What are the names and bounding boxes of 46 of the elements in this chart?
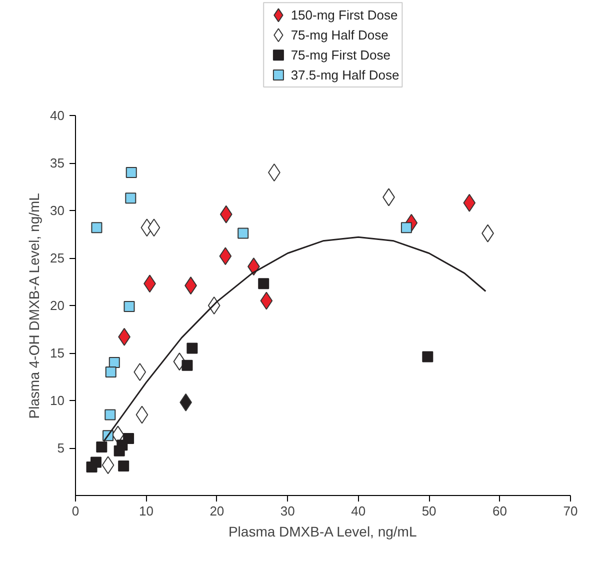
point	[422, 351, 434, 362]
y-tick-label: 25	[50, 250, 65, 266]
point	[260, 292, 273, 310]
x-tick-label: 20	[210, 504, 224, 518]
point	[126, 167, 137, 178]
point	[86, 462, 98, 472]
point	[182, 360, 193, 371]
y-tick-label: 10	[50, 393, 65, 408]
point	[220, 205, 232, 224]
y-tick-label: 40	[50, 108, 65, 123]
x-tick-label: 10	[138, 504, 154, 518]
x-tick-label: 50	[422, 504, 436, 518]
point	[258, 278, 270, 290]
point	[124, 300, 135, 312]
x-tick-label: 60	[492, 504, 508, 518]
legend-label: 37.5-mg Half Dose	[290, 68, 400, 83]
point	[104, 409, 116, 420]
x-tick-label: 30	[280, 504, 295, 518]
y-tick-label: 35	[50, 156, 65, 170]
y-tick-label: 30	[50, 203, 65, 218]
point	[219, 247, 232, 266]
point	[125, 192, 136, 204]
point	[148, 218, 160, 237]
point	[186, 342, 198, 354]
point	[118, 460, 130, 472]
x-tick-label: 40	[351, 504, 366, 518]
legend-label: 150-mg First Dose	[290, 8, 398, 23]
point	[136, 406, 148, 424]
point	[238, 228, 249, 239]
legend-label: 75-mg First Dose	[290, 48, 391, 63]
point	[463, 194, 476, 212]
point	[102, 456, 114, 474]
x-axis-title: Plasma DMXB-A Level, ng/mL	[228, 524, 417, 540]
point	[105, 366, 116, 378]
point	[91, 222, 102, 234]
point	[114, 445, 125, 456]
x-tick-label: 70	[563, 504, 578, 518]
y-axis-title: Plasma 4-OH DMXB-A Level, ng/mL	[26, 192, 42, 419]
point	[96, 442, 108, 453]
x-tick-label: 0	[72, 504, 80, 518]
y-tick-label: 20	[50, 298, 65, 313]
y-tick-label: 15	[50, 346, 65, 360]
legend-label: 75-mg Half Dose	[290, 28, 388, 43]
point	[134, 363, 146, 381]
y-tick-label: 5	[57, 440, 65, 456]
point	[108, 357, 120, 368]
